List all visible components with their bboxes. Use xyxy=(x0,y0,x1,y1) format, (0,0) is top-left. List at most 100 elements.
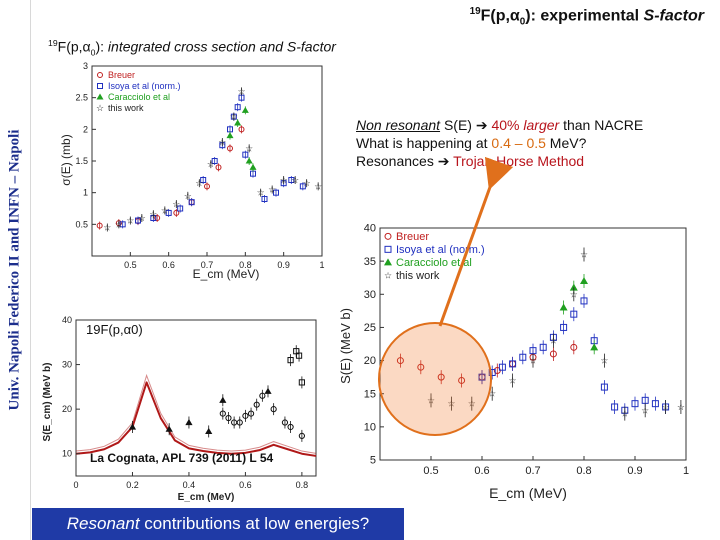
data-point xyxy=(225,414,232,422)
p2-x-axis-label: E_cm (MeV) xyxy=(178,492,235,502)
data-point xyxy=(119,221,126,228)
y-tick-label: 40 xyxy=(62,315,72,325)
data-point xyxy=(298,379,305,386)
y-tick-label: 10 xyxy=(364,422,376,434)
pointer-arrow-icon xyxy=(438,156,514,327)
cross-section-plot-svg: ☆ ☆ ☆ ☆ ☆ ☆☆☆☆☆☆☆☆☆☆ ☆☆ ☆ ☆ ☆ 0.5 0.6 0.7 0.8 0.9 10.5… xyxy=(59,61,325,281)
data-point xyxy=(539,343,547,351)
p3-x-axis-label: E_cm (MeV) xyxy=(489,485,567,501)
legend-entry: this work xyxy=(396,270,440,282)
data-point xyxy=(128,423,137,430)
low-energy-highlight-circle xyxy=(378,322,492,436)
p2-title-text: 19F(p,α0) xyxy=(86,322,143,337)
data-point xyxy=(205,427,213,435)
data-point xyxy=(219,410,226,417)
data-point: ☆ xyxy=(268,185,276,195)
data-point xyxy=(295,352,303,359)
data-point: ☆ xyxy=(580,250,588,260)
data-point xyxy=(458,376,466,384)
data-point: ☆ xyxy=(257,188,265,198)
series-curve-band xyxy=(75,373,317,454)
x-tick-label: 0.7 xyxy=(525,465,540,477)
data-point xyxy=(270,406,277,413)
legend-entry: Breuer xyxy=(396,231,429,243)
data-point xyxy=(200,177,207,183)
data-point: ☆ xyxy=(172,199,180,209)
data-point xyxy=(281,419,289,426)
p2-panel-title: 19F(p,α0) xyxy=(86,322,143,337)
legend-marker: ☆ xyxy=(384,270,392,280)
data-point xyxy=(236,419,243,426)
data-point xyxy=(204,183,210,190)
data-point xyxy=(417,363,425,371)
data-point xyxy=(177,205,184,212)
data-point xyxy=(509,360,517,368)
data-point xyxy=(241,106,249,113)
data-point xyxy=(570,343,578,351)
data-point: ☆ xyxy=(468,399,476,409)
data-point xyxy=(154,215,161,221)
y-tick-label: 1 xyxy=(83,188,88,198)
data-point xyxy=(560,323,568,331)
bottom-banner-rest: contributions at low energies? xyxy=(139,514,370,533)
legend-entry: this work xyxy=(108,103,144,113)
data-point: ☆ xyxy=(314,181,322,191)
subtitle-reaction-pre: F(p, xyxy=(57,38,83,55)
legend-marker xyxy=(384,258,392,266)
data-point xyxy=(234,119,242,126)
title-reaction-post: ): experimental xyxy=(525,7,644,25)
data-point xyxy=(287,423,294,431)
data-point: ☆ xyxy=(195,178,203,188)
data-point: ☆ xyxy=(549,336,557,346)
data-point xyxy=(488,369,496,377)
data-point xyxy=(188,199,195,206)
data-point: ☆ xyxy=(126,216,134,226)
legend-entry: Caracciolo et al xyxy=(396,257,472,269)
data-point: ☆ xyxy=(237,86,245,96)
note-line-2: What is happening at 0.4 – 0.5 MeV? xyxy=(356,134,696,152)
legend-entry: Breuer xyxy=(108,70,135,80)
bottom-banner-text: Resonant contributions at low energies? xyxy=(32,514,404,534)
data-point xyxy=(226,132,234,139)
x-tick-label: 0.6 xyxy=(474,465,489,477)
data-point: ☆ xyxy=(662,402,670,412)
data-point: ☆ xyxy=(230,112,238,122)
x-tick-label: 0.4 xyxy=(183,480,196,490)
note-line-1: Non resonant S(E) ➔ 40% larger than NACR… xyxy=(356,116,696,134)
data-point xyxy=(259,392,266,399)
cross-section-plot: ☆ ☆ ☆ ☆ ☆ ☆ ☆ ☆ ☆ ☆ ☆ ☆ ☆ ☆ ☆ ☆ ☆ ☆ ☆ ☆ 0.5 0.6 0.7 0.8 0.9 1 0.5… xyxy=(56,60,336,282)
legend-marker xyxy=(97,72,103,78)
x-tick-label: 0.8 xyxy=(296,480,309,490)
title-alpha: α xyxy=(509,7,520,25)
legend-entry: Isoya et al (norm.) xyxy=(396,244,485,256)
data-point xyxy=(96,222,103,229)
data-point: ☆ xyxy=(509,375,517,385)
data-point: ☆ xyxy=(291,175,299,185)
bottom-banner: Resonant contributions at low energies? xyxy=(32,508,404,540)
p2-reference-annotation: La Cognata, APL 739 (2011) L 54 xyxy=(90,451,274,465)
data-point xyxy=(631,400,639,408)
note-than-nacre: than NACRE xyxy=(559,117,644,133)
y-tick-label: 5 xyxy=(370,455,376,467)
note-larger: larger xyxy=(523,117,560,133)
note-arrow-1-icon: ➔ xyxy=(475,117,488,133)
data-point: ☆ xyxy=(149,209,157,219)
note-mev: MeV? xyxy=(545,135,587,151)
data-point xyxy=(211,158,218,164)
y-tick-label: 3 xyxy=(83,61,88,71)
subtitle-italic-text: integrated cross section and S-factor xyxy=(107,38,336,55)
legend-marker: ☆ xyxy=(96,103,104,113)
data-point: ☆ xyxy=(218,137,226,147)
bottom-banner-italic: Resonant xyxy=(66,514,140,533)
x-tick-label: 0.7 xyxy=(201,260,214,270)
data-point xyxy=(559,303,568,311)
note-energy-range: 0.4 – 0.5 xyxy=(491,135,546,151)
x-tick-label: 0.5 xyxy=(124,260,137,270)
data-point xyxy=(437,373,445,381)
y-tick-label: 20 xyxy=(62,404,72,414)
y-tick-label: 0.5 xyxy=(75,219,88,229)
y-tick-label: 1.5 xyxy=(75,156,88,166)
y-tick-label: 30 xyxy=(364,289,376,301)
note-what-happening: What is happening at xyxy=(356,135,492,151)
p2-y-axis-label: S(E_cm) (MeV b) xyxy=(42,363,53,442)
